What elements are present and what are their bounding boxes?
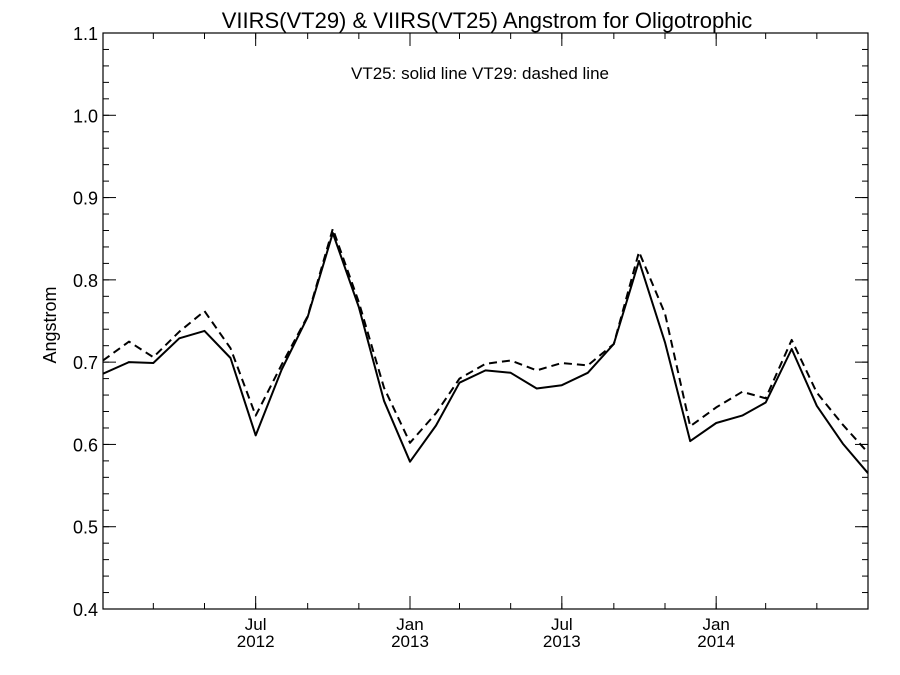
- series-vt25-line: [103, 232, 868, 474]
- x-tick-label-month: Jan: [702, 615, 729, 634]
- x-tick-label-month: Jul: [245, 615, 267, 634]
- x-tick-label-year: 2012: [237, 632, 275, 651]
- legend-annotation: VT25: solid line VT29: dashed line: [351, 64, 609, 83]
- y-tick-label: 1.1: [73, 24, 98, 44]
- y-tick-label: 0.9: [73, 189, 98, 209]
- x-tick-label-year: 2013: [391, 632, 429, 651]
- chart-title: VIIRS(VT29) & VIIRS(VT25) Angstrom for O…: [222, 8, 753, 33]
- y-tick-label: 1.0: [73, 106, 98, 126]
- y-tick-label: 0.8: [73, 271, 98, 291]
- y-tick-label: 0.7: [73, 353, 98, 373]
- x-tick-label-year: 2014: [697, 632, 735, 651]
- series-group: [103, 227, 868, 474]
- x-tick-label-year: 2013: [543, 632, 581, 651]
- y-tick-label: 0.4: [73, 600, 98, 620]
- plot-frame: [102, 32, 869, 610]
- y-axis-label: Angstrom: [40, 286, 60, 363]
- y-tick-label: 0.6: [73, 435, 98, 455]
- x-tick-label-month: Jul: [551, 615, 573, 634]
- x-tick-label-month: Jan: [396, 615, 423, 634]
- y-tick-label: 0.5: [73, 518, 98, 538]
- series-vt29-line: [103, 227, 868, 454]
- y-axis-ticks: 0.4 0.5 0.6 0.7 0.8 0.9 1.0 1.1: [73, 24, 868, 620]
